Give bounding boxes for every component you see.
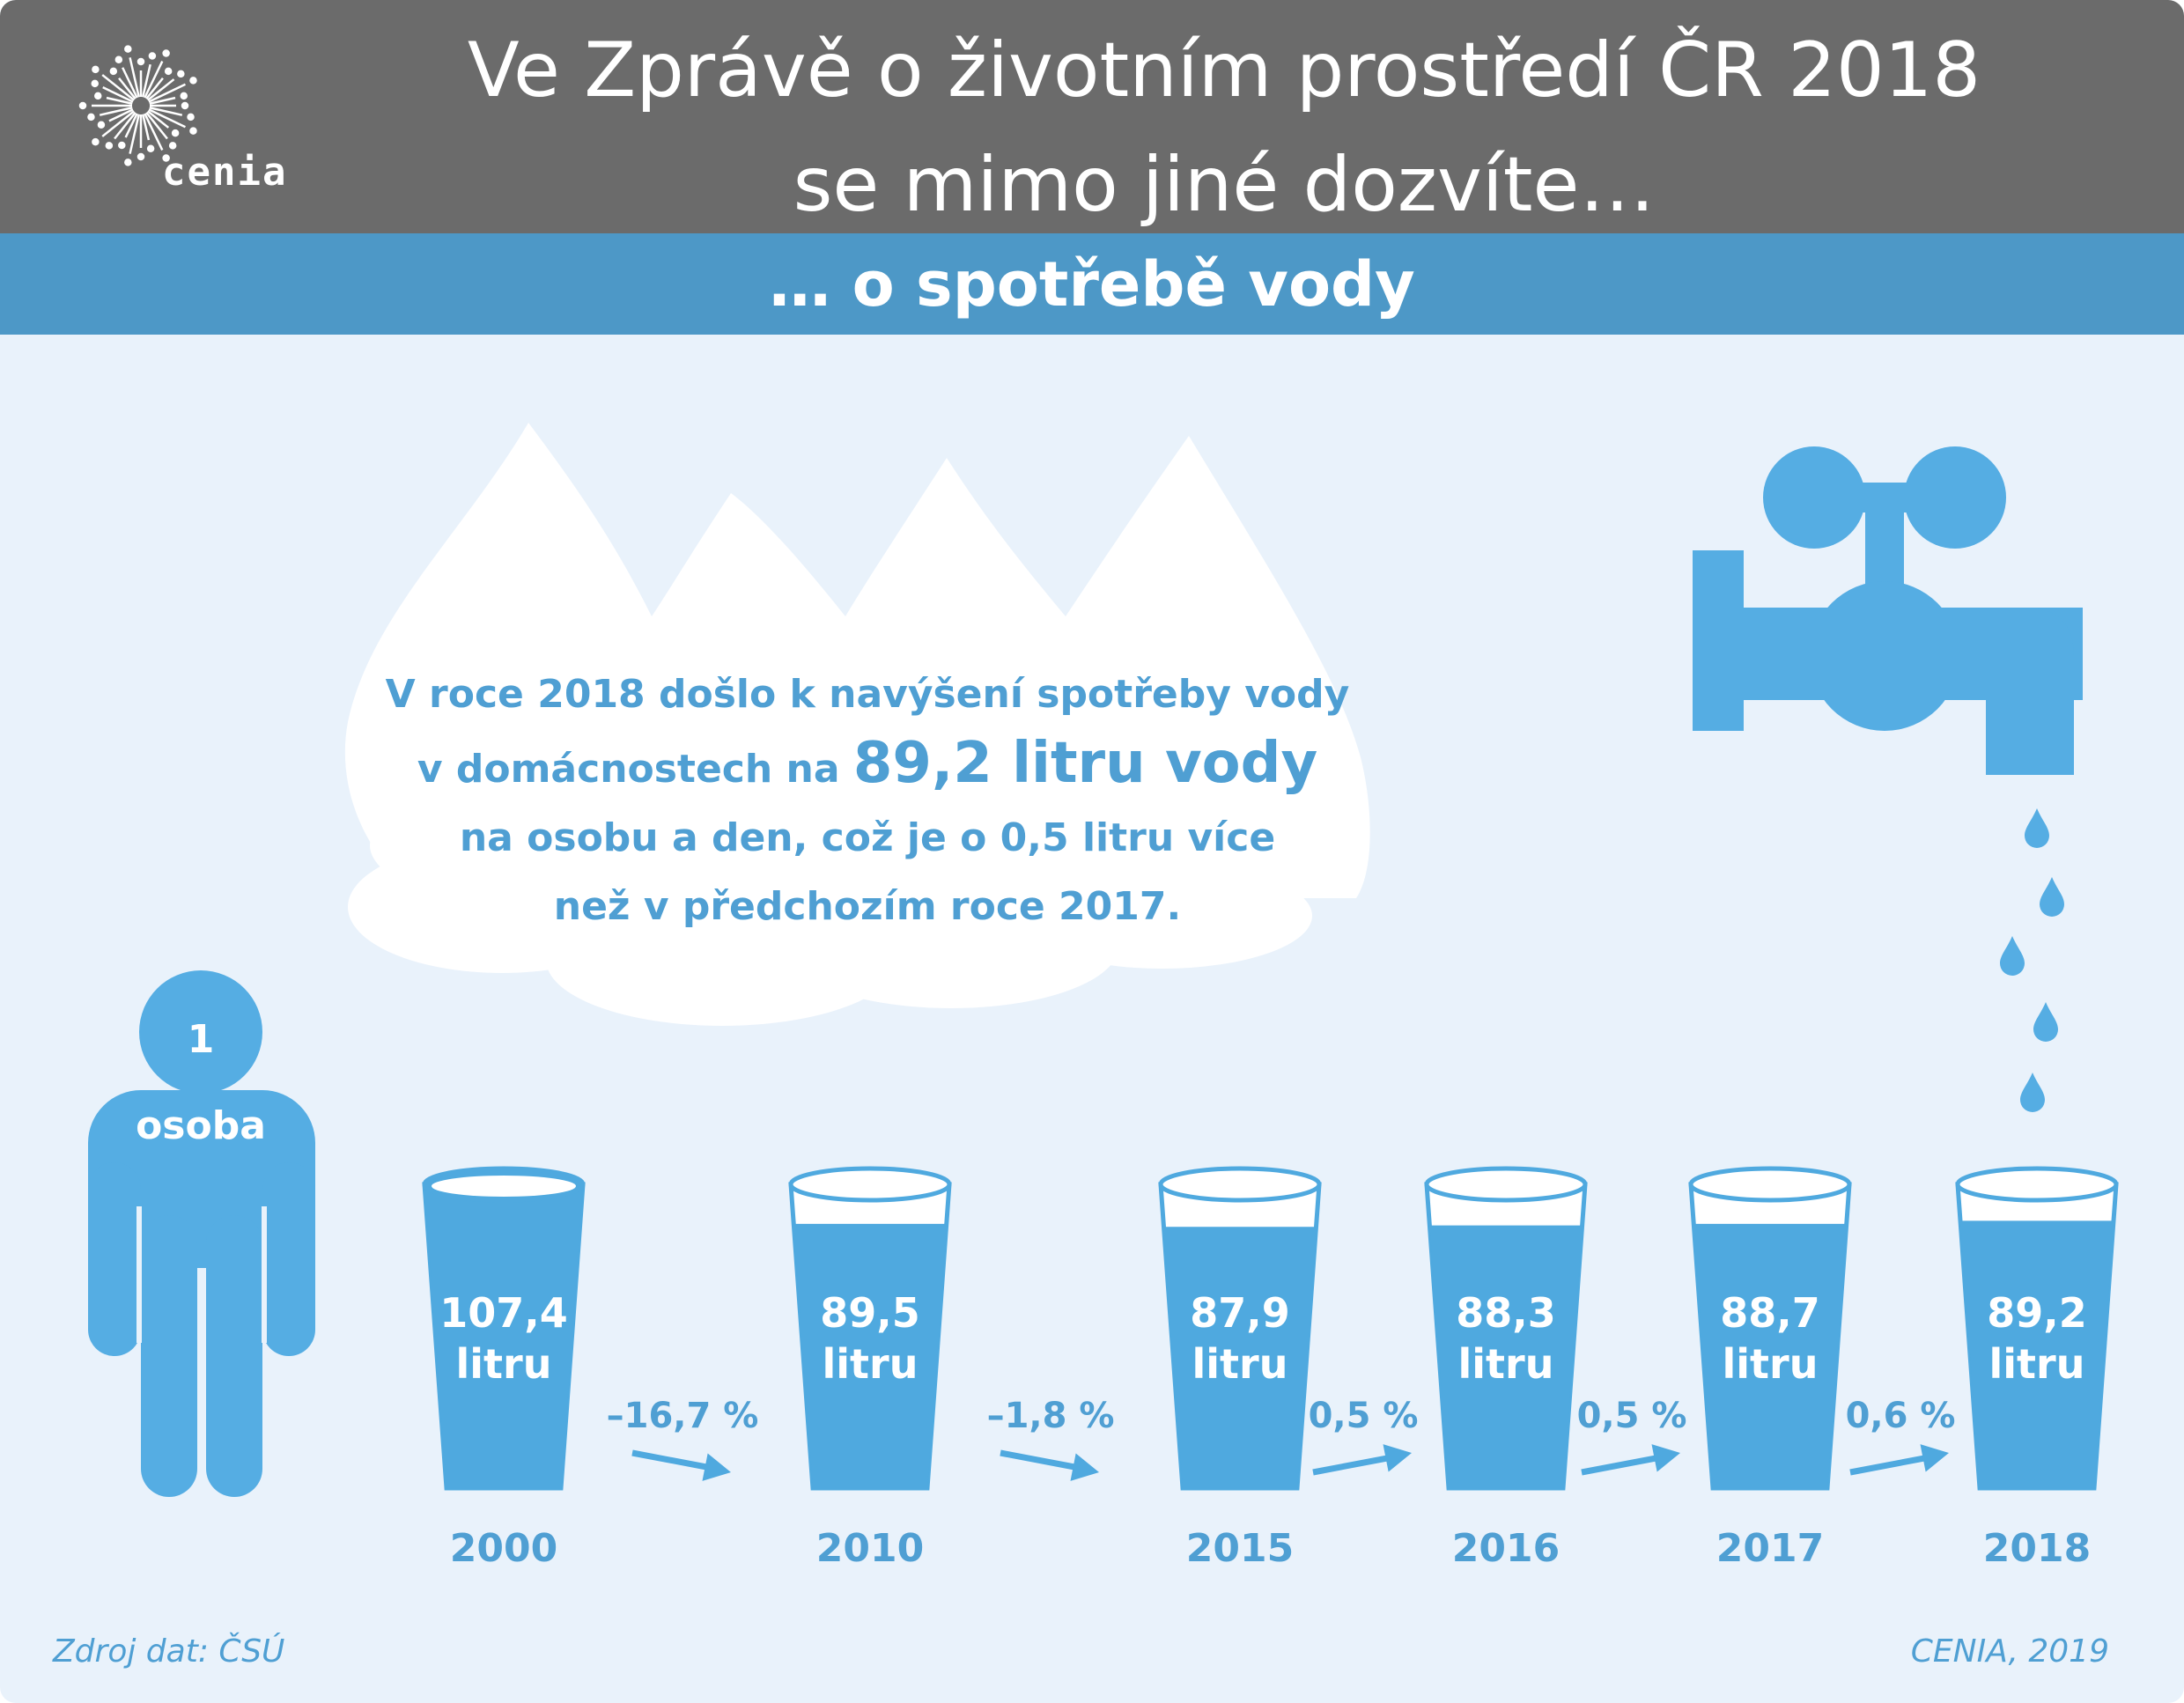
change-label: 0,5 % — [1308, 1396, 1419, 1436]
glass-water-fill — [424, 1184, 583, 1488]
glass-water-fill — [793, 1223, 947, 1488]
cenia-logo-icon — [78, 45, 197, 166]
glass-icon — [1424, 1166, 1588, 1491]
glass-value-unit: litru — [1722, 1340, 1819, 1388]
glass-value: 89,5 litru — [782, 1287, 958, 1390]
year-label: 2010 — [815, 1526, 925, 1571]
change-label: –16,7 % — [606, 1396, 759, 1436]
glass-value: 89,2 litru — [1949, 1287, 2125, 1390]
logo-text: cenia — [162, 150, 288, 195]
page-title-line2: se mimo jiné dozvíte… — [793, 141, 1656, 229]
trend-arrow-icon — [1000, 1449, 1099, 1481]
summary-line-3: na osobu a den, což je o 0,5 litru více — [459, 815, 1276, 860]
glass-value-number: 87,9 — [1190, 1289, 1290, 1337]
glass-value: 88,7 litru — [1682, 1287, 1858, 1390]
glass-value-unit: litru — [1457, 1340, 1554, 1388]
glass-value-number: 107,4 — [439, 1289, 568, 1337]
glass-water-fill — [1163, 1227, 1317, 1488]
glass-water-fill — [1960, 1220, 2114, 1488]
year-label: 2016 — [1451, 1526, 1561, 1571]
subtitle: … o spotřebě vody — [769, 248, 1415, 321]
glass-value-unit: litru — [455, 1340, 552, 1388]
glass-value-unit: litru — [1192, 1340, 1288, 1388]
glass-icon — [788, 1166, 952, 1491]
trend-arrow-icon — [1581, 1444, 1680, 1476]
person-label: osoba — [136, 1103, 266, 1148]
year-label: 2000 — [449, 1526, 558, 1571]
change-label: 0,5 % — [1576, 1396, 1687, 1436]
trend-arrow-icon — [1312, 1444, 1412, 1476]
glass-water-fill — [1693, 1223, 1847, 1488]
glass-icon — [1955, 1166, 2119, 1491]
data-source: Zdroj dat: ČSÚ — [53, 1633, 285, 1670]
trend-arrow-icon — [631, 1449, 731, 1481]
glass-value-number: 89,2 — [1987, 1289, 2087, 1337]
summary-highlight: 89,2 litru vody — [852, 731, 1318, 796]
glass-value: 107,4 litru — [416, 1287, 592, 1390]
summary-line-2: v domácnostech na 89,2 litru vody — [361, 729, 1374, 804]
page-title-line1: Ve Zprávě o životním prostředí ČR 2018 — [467, 26, 1981, 114]
subtitle-bar — [0, 233, 2184, 335]
person-icon — [88, 970, 315, 1497]
glass-icon — [1688, 1166, 1852, 1491]
glass-value-number: 88,7 — [1720, 1289, 1820, 1337]
glass-water-fill — [1429, 1225, 1583, 1488]
change-label: 0,6 % — [1845, 1396, 1956, 1436]
glass-icon — [1158, 1166, 1322, 1491]
cloud-drops-icon — [344, 423, 1370, 1026]
trend-arrow-icon — [1849, 1444, 1949, 1476]
water-drop-icon — [2000, 808, 2064, 1112]
summary-line-1: V roce 2018 došlo k navýšení spotřeby vo… — [385, 672, 1350, 717]
glass-value-unit: litru — [822, 1340, 919, 1388]
glass-value-unit: litru — [1988, 1340, 2085, 1388]
summary-line-4: než v předchozím roce 2017. — [553, 884, 1182, 929]
glass-icon — [422, 1166, 586, 1491]
year-label: 2017 — [1715, 1526, 1825, 1571]
glass-value-number: 89,5 — [820, 1289, 920, 1337]
year-label: 2018 — [1982, 1526, 2092, 1571]
header-bar — [0, 0, 2184, 233]
credit: CENIA, 2019 — [1910, 1633, 2109, 1670]
tap-icon — [1693, 446, 2083, 775]
glass-value: 88,3 litru — [1418, 1287, 1594, 1390]
change-label: –1,8 % — [986, 1396, 1115, 1436]
summary-line-2-prefix: v domácnostech na — [417, 747, 853, 792]
glass-value-number: 88,3 — [1456, 1289, 1556, 1337]
person-number: 1 — [187, 1017, 215, 1062]
year-label: 2015 — [1185, 1526, 1295, 1571]
summary-text: V roce 2018 došlo k navýšení spotřeby vo… — [361, 660, 1374, 941]
glass-value: 87,9 litru — [1152, 1287, 1328, 1390]
